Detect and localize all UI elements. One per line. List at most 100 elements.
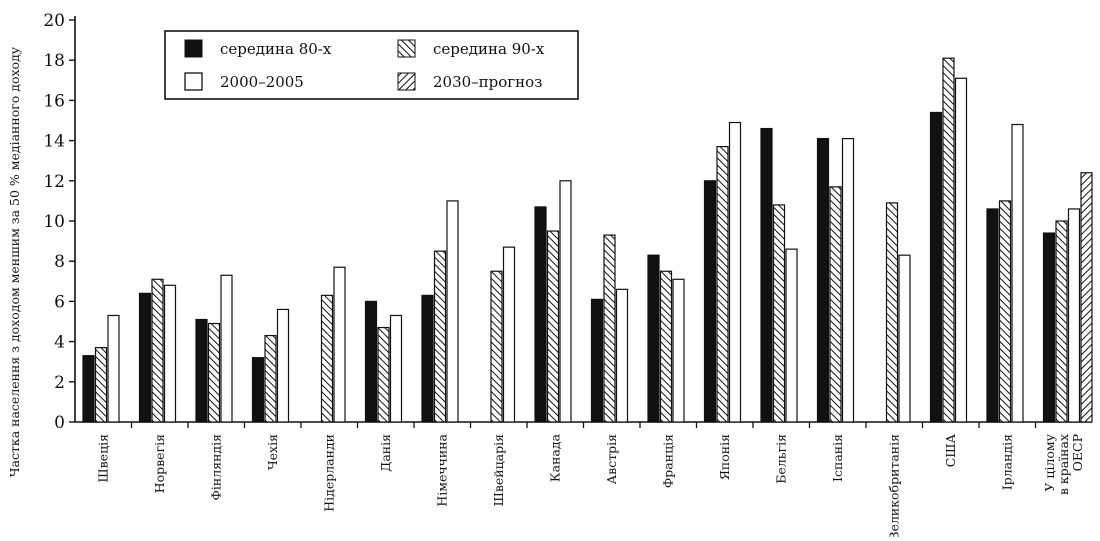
bar-series-2 — [276, 308, 290, 423]
bar-series-1 — [320, 294, 334, 423]
bar-series-2 — [672, 278, 685, 423]
y-tick-label: 16 — [43, 91, 65, 111]
bar-series-0 — [816, 137, 830, 423]
bar-series-1 — [94, 347, 108, 423]
bar-series-2 — [163, 284, 177, 423]
bar-series-2 — [333, 266, 346, 423]
legend-swatch-3 — [397, 72, 416, 91]
bar-series-2 — [389, 314, 403, 423]
bar-series-1 — [490, 270, 503, 423]
y-tick-label: 0 — [54, 413, 65, 433]
bar-series-1 — [377, 326, 390, 423]
bar-series-2 — [728, 121, 742, 423]
legend-swatch-2 — [184, 72, 203, 91]
bar-series-0 — [251, 357, 265, 423]
category-label: США — [943, 433, 958, 467]
category-label: Канада — [547, 433, 562, 482]
bar-series-0 — [421, 294, 434, 423]
bar-series-0 — [534, 206, 547, 423]
bar-series-2 — [559, 180, 572, 423]
bar-series-1 — [603, 234, 616, 423]
bar-series-0 — [590, 298, 604, 423]
bar-series-2 — [615, 288, 629, 423]
bar-series-1 — [998, 200, 1012, 423]
legend-box — [164, 30, 579, 100]
category-label: Німеччина — [434, 433, 449, 506]
bar-series-2 — [898, 254, 911, 423]
bar-series-1 — [264, 334, 277, 423]
bar-series-2 — [1011, 123, 1024, 423]
bar-series-0 — [760, 127, 773, 423]
axes: 0 2 4 6 8 10 12 14 16 18 20 — [43, 11, 1092, 433]
bar-series-2 — [785, 248, 798, 423]
legend-label-3: 2030–прогноз — [433, 73, 542, 91]
category-label: Великобританія — [886, 434, 901, 537]
legend-swatch-0 — [184, 39, 203, 58]
bar-series-3 — [1080, 172, 1093, 423]
bar-series-1 — [942, 57, 955, 423]
bar-series-0 — [138, 292, 152, 423]
y-tick-label: 12 — [43, 172, 65, 192]
category-label: Австрія — [604, 434, 619, 484]
bar-series-1 — [207, 322, 221, 423]
category-label: Данія — [378, 434, 393, 472]
bar-series-0 — [1042, 232, 1056, 423]
category-label: Швейцарія — [491, 434, 506, 507]
y-axis-title: Частка населення з доходом меншим за 50 … — [7, 46, 22, 477]
bar-series-1 — [546, 230, 560, 423]
category-label: Фінляндія — [208, 434, 223, 501]
bar-series-1 — [772, 204, 786, 423]
y-tick-label: 6 — [54, 292, 65, 312]
legend: середина 80-х середина 90-х 2000–2005 20… — [164, 30, 579, 100]
bar-series-2 — [220, 274, 233, 423]
category-label: ОЕСР — [1070, 434, 1085, 471]
category-label: в країнах — [1056, 434, 1071, 495]
y-tick-label: 18 — [43, 51, 65, 71]
bar-series-0 — [195, 318, 208, 423]
bar-series-1 — [885, 202, 899, 423]
bar-series-2 — [1067, 208, 1081, 423]
bar-series-2 — [841, 137, 855, 423]
legend-label-1: середина 90-х — [433, 40, 545, 58]
bar-series-1 — [1055, 220, 1068, 423]
bar-series-0 — [703, 180, 717, 423]
legend-label-0: середина 80-х — [220, 40, 332, 58]
bar-series-1 — [151, 278, 164, 423]
category-label: Норвегія — [152, 434, 167, 493]
category-label: У цілому — [1042, 433, 1057, 491]
y-tick-label: 4 — [54, 333, 65, 353]
bar-series-2 — [107, 314, 120, 423]
bar-series-0 — [364, 300, 378, 423]
bar-series-0 — [647, 254, 660, 423]
bar-series-0 — [929, 111, 943, 423]
bar-series-2 — [502, 246, 516, 423]
y-tick-label: 2 — [54, 373, 65, 393]
category-labels: Швеція Норвегія Фінляндія Чехія Нідерланди Да… — [95, 433, 1085, 540]
category-label: Франція — [660, 434, 675, 488]
category-label: Ірландія — [999, 434, 1014, 490]
category-label: Іспанія — [830, 434, 845, 482]
legend-label-2: 2000–2005 — [220, 73, 304, 91]
category-label: Нідерланди — [321, 434, 336, 512]
bar-series-0 — [986, 208, 999, 423]
bar-series-1 — [716, 146, 729, 423]
category-label: Швеція — [95, 434, 110, 483]
category-label: Японія — [717, 434, 732, 480]
category-label: Чехія — [265, 434, 280, 470]
bar-series-1 — [433, 250, 447, 423]
y-tick-label: 10 — [43, 212, 65, 232]
y-tick-label: 20 — [43, 11, 65, 31]
bar-series-1 — [659, 270, 673, 423]
y-axis-label: Частка населення з доходом меншим за 50 … — [7, 46, 22, 477]
bars — [82, 57, 1093, 423]
category-label: Бельгія — [773, 434, 788, 484]
legend-swatch-1 — [397, 39, 416, 58]
y-tick-label: 14 — [43, 132, 65, 152]
bar-series-2 — [446, 200, 459, 423]
bar-series-1 — [829, 186, 842, 423]
y-tick-label: 8 — [54, 252, 65, 272]
bar-series-2 — [954, 77, 968, 423]
bar-series-0 — [82, 355, 95, 423]
